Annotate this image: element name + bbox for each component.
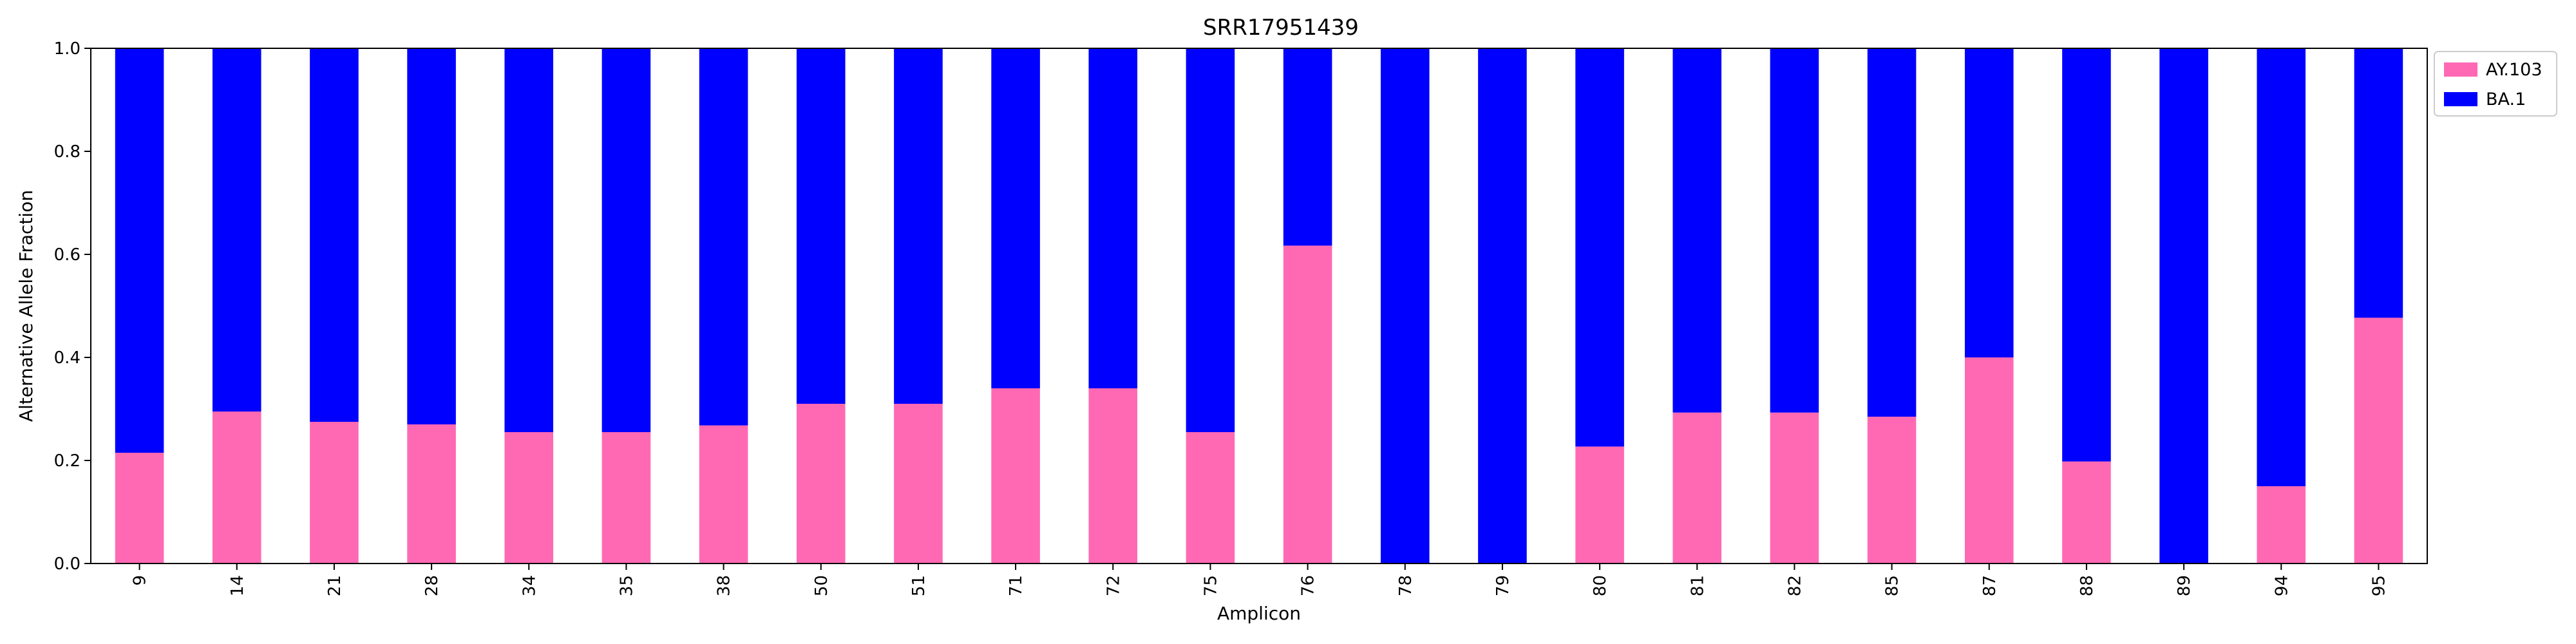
x-tick-label: 21 — [325, 575, 345, 596]
bar-ba1-85 — [1867, 48, 1917, 417]
bar-ay103-88 — [2062, 461, 2111, 564]
y-tick-label: 0.8 — [54, 142, 80, 162]
bar-ay103-94 — [2257, 486, 2306, 564]
x-tick-label: 72 — [1104, 575, 1123, 596]
bar-ba1-71 — [991, 48, 1040, 388]
bar-ay103-34 — [504, 432, 554, 564]
bar-ba1-80 — [1575, 48, 1624, 447]
bar-ay103-9 — [115, 453, 164, 564]
bar-ba1-14 — [212, 48, 261, 412]
bar-ba1-89 — [2159, 48, 2208, 564]
x-tick-label: 14 — [228, 575, 247, 596]
x-tick-label: 94 — [2272, 575, 2291, 596]
y-axis: 0.0 0.2 0.4 0.6 0.8 1.0 — [54, 39, 91, 574]
bar-ba1-50 — [796, 48, 846, 404]
x-tick-label: 75 — [1201, 575, 1220, 596]
bar-ba1-51 — [894, 48, 943, 404]
x-tick-label: 85 — [1883, 575, 1902, 596]
bar-ba1-76 — [1283, 48, 1332, 246]
bar-ba1-87 — [1964, 48, 2014, 357]
bar-ba1-72 — [1088, 48, 1138, 388]
bar-ay103-28 — [407, 424, 456, 564]
x-tick-label: 28 — [422, 575, 442, 596]
x-tick-label: 50 — [812, 575, 831, 596]
x-tick-label: 82 — [1785, 575, 1804, 596]
x-tick-label: 9 — [131, 575, 150, 586]
x-tick-label: 76 — [1299, 575, 1318, 596]
bar-ay103-21 — [310, 422, 359, 564]
bar-ay103-72 — [1088, 388, 1138, 564]
bar-ba1-88 — [2062, 48, 2111, 462]
bars-layer — [115, 48, 2403, 564]
x-tick-label: 71 — [1007, 575, 1026, 596]
x-tick-label: 34 — [520, 575, 539, 596]
x-tick-label: 80 — [1591, 575, 1610, 596]
bar-ay103-87 — [1964, 357, 2014, 564]
bar-ba1-79 — [1478, 48, 1527, 564]
x-tick-label: 79 — [1493, 575, 1513, 596]
bar-ay103-51 — [894, 404, 943, 564]
y-tick-label: 1.0 — [54, 39, 80, 59]
x-tick-label: 81 — [1688, 575, 1707, 596]
bar-ba1-94 — [2257, 48, 2306, 486]
legend-label-ba1: BA.1 — [2486, 90, 2526, 109]
bar-ay103-82 — [1770, 412, 1819, 564]
bar-ba1-78 — [1380, 48, 1430, 564]
x-tick-label: 87 — [1980, 575, 2000, 596]
bar-ba1-95 — [2354, 48, 2403, 318]
bar-ay103-80 — [1575, 446, 1624, 564]
x-tick-label: 78 — [1396, 575, 1416, 596]
bar-ay103-85 — [1867, 417, 1917, 564]
x-axis: 9 14 21 28 34 35 38 50 51 71 72 75 76 78 79 80 81 82 85 87 8… — [131, 564, 2389, 596]
bar-ba1-82 — [1770, 48, 1819, 413]
bar-ay103-14 — [212, 412, 261, 564]
legend-swatch-ba1 — [2444, 92, 2477, 106]
bar-ba1-21 — [310, 48, 359, 422]
bar-ay103-50 — [796, 404, 846, 564]
x-tick-label: 89 — [2175, 575, 2194, 596]
legend-label-ay103: AY.103 — [2486, 60, 2543, 80]
bar-ay103-75 — [1186, 432, 1235, 564]
bar-ba1-34 — [504, 48, 554, 432]
x-tick-label: 88 — [2078, 575, 2097, 596]
y-tick-label: 0.0 — [54, 554, 80, 574]
y-axis-label: Alternative Allele Fraction — [15, 190, 37, 422]
chart-title: SRR17951439 — [1203, 15, 1359, 41]
bar-ay103-95 — [2354, 317, 2403, 564]
bar-ay103-71 — [991, 388, 1040, 564]
legend: AY.103 BA.1 — [2434, 51, 2557, 117]
bar-ay103-81 — [1672, 412, 1722, 564]
x-tick-label: 35 — [617, 575, 636, 596]
y-tick-label: 0.2 — [54, 451, 80, 471]
x-tick-label: 95 — [2369, 575, 2389, 596]
bar-ay103-35 — [601, 432, 651, 564]
y-tick-label: 0.6 — [54, 245, 80, 265]
x-tick-label: 51 — [909, 575, 929, 596]
x-tick-label: 38 — [715, 575, 734, 596]
y-tick-label: 0.4 — [54, 348, 80, 368]
bar-ay103-76 — [1283, 245, 1332, 564]
plot-frame — [90, 48, 2428, 564]
bar-ba1-35 — [601, 48, 651, 432]
x-axis-label: Amplicon — [1217, 603, 1301, 624]
bar-ba1-75 — [1186, 48, 1235, 432]
legend-swatch-ay103 — [2444, 62, 2477, 77]
bar-ba1-9 — [115, 48, 164, 453]
bar-ba1-38 — [699, 48, 748, 426]
bar-ba1-81 — [1672, 48, 1722, 413]
bar-ba1-28 — [407, 48, 456, 424]
bar-ay103-38 — [699, 425, 748, 564]
